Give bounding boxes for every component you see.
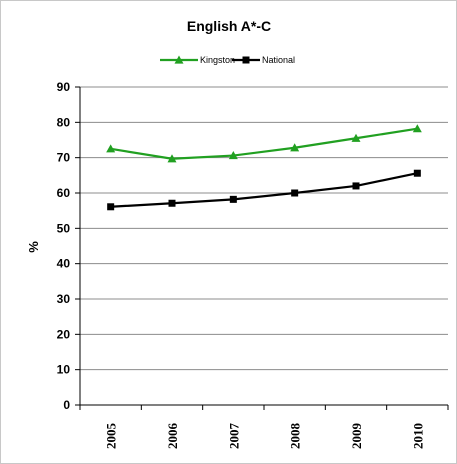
x-axis-ticks: 2005 2006 2007 2008 2009 2010 — [79, 405, 449, 450]
y-tick-label: 10 — [57, 363, 71, 377]
data-point — [167, 154, 177, 163]
data-point — [228, 151, 238, 160]
data-point — [413, 169, 421, 177]
data-point — [106, 144, 116, 153]
y-tick-label: 50 — [57, 221, 71, 235]
series-kingston — [106, 124, 422, 163]
gridlines — [80, 86, 448, 371]
chart-title: English A*-C — [187, 18, 271, 34]
y-tick-label: 70 — [57, 151, 71, 165]
y-tick-label: 20 — [57, 327, 71, 341]
legend-label: Kingston — [200, 55, 235, 65]
y-tick-label: 60 — [57, 186, 71, 200]
y-tick-label: 80 — [57, 115, 71, 129]
legend-label: National — [262, 55, 295, 65]
legend-item: National — [232, 55, 295, 65]
y-tick-label: 40 — [57, 257, 71, 271]
data-point — [107, 203, 115, 211]
y-tick-label: 0 — [63, 398, 70, 412]
y-tick-label: 90 — [57, 80, 71, 94]
series-line — [110, 127, 418, 160]
legend-item: Kingston — [160, 55, 235, 65]
x-tick-label: 2007 — [226, 423, 241, 450]
legend-marker — [174, 55, 184, 64]
x-tick-label: 2005 — [104, 423, 119, 450]
legend-marker — [242, 56, 250, 64]
axes — [79, 87, 448, 406]
data-point — [352, 182, 360, 190]
legend: Kingston National — [160, 55, 295, 65]
y-tick-label: 30 — [57, 292, 71, 306]
y-axis-ticks: 0 10 20 30 40 50 60 70 80 90 — [57, 80, 80, 412]
data-point — [168, 199, 176, 207]
series-group — [106, 124, 422, 211]
y-axis-label: % — [26, 241, 41, 253]
x-tick-label: 2006 — [165, 423, 180, 450]
data-point — [351, 133, 361, 142]
x-tick-label: 2008 — [288, 423, 303, 450]
series-national — [107, 169, 421, 211]
data-point — [412, 124, 422, 133]
x-tick-label: 2010 — [410, 423, 425, 449]
x-tick-label: 2009 — [349, 423, 364, 450]
data-point — [291, 189, 299, 197]
data-point — [290, 143, 300, 152]
data-point — [229, 195, 237, 203]
series-line — [110, 172, 418, 208]
